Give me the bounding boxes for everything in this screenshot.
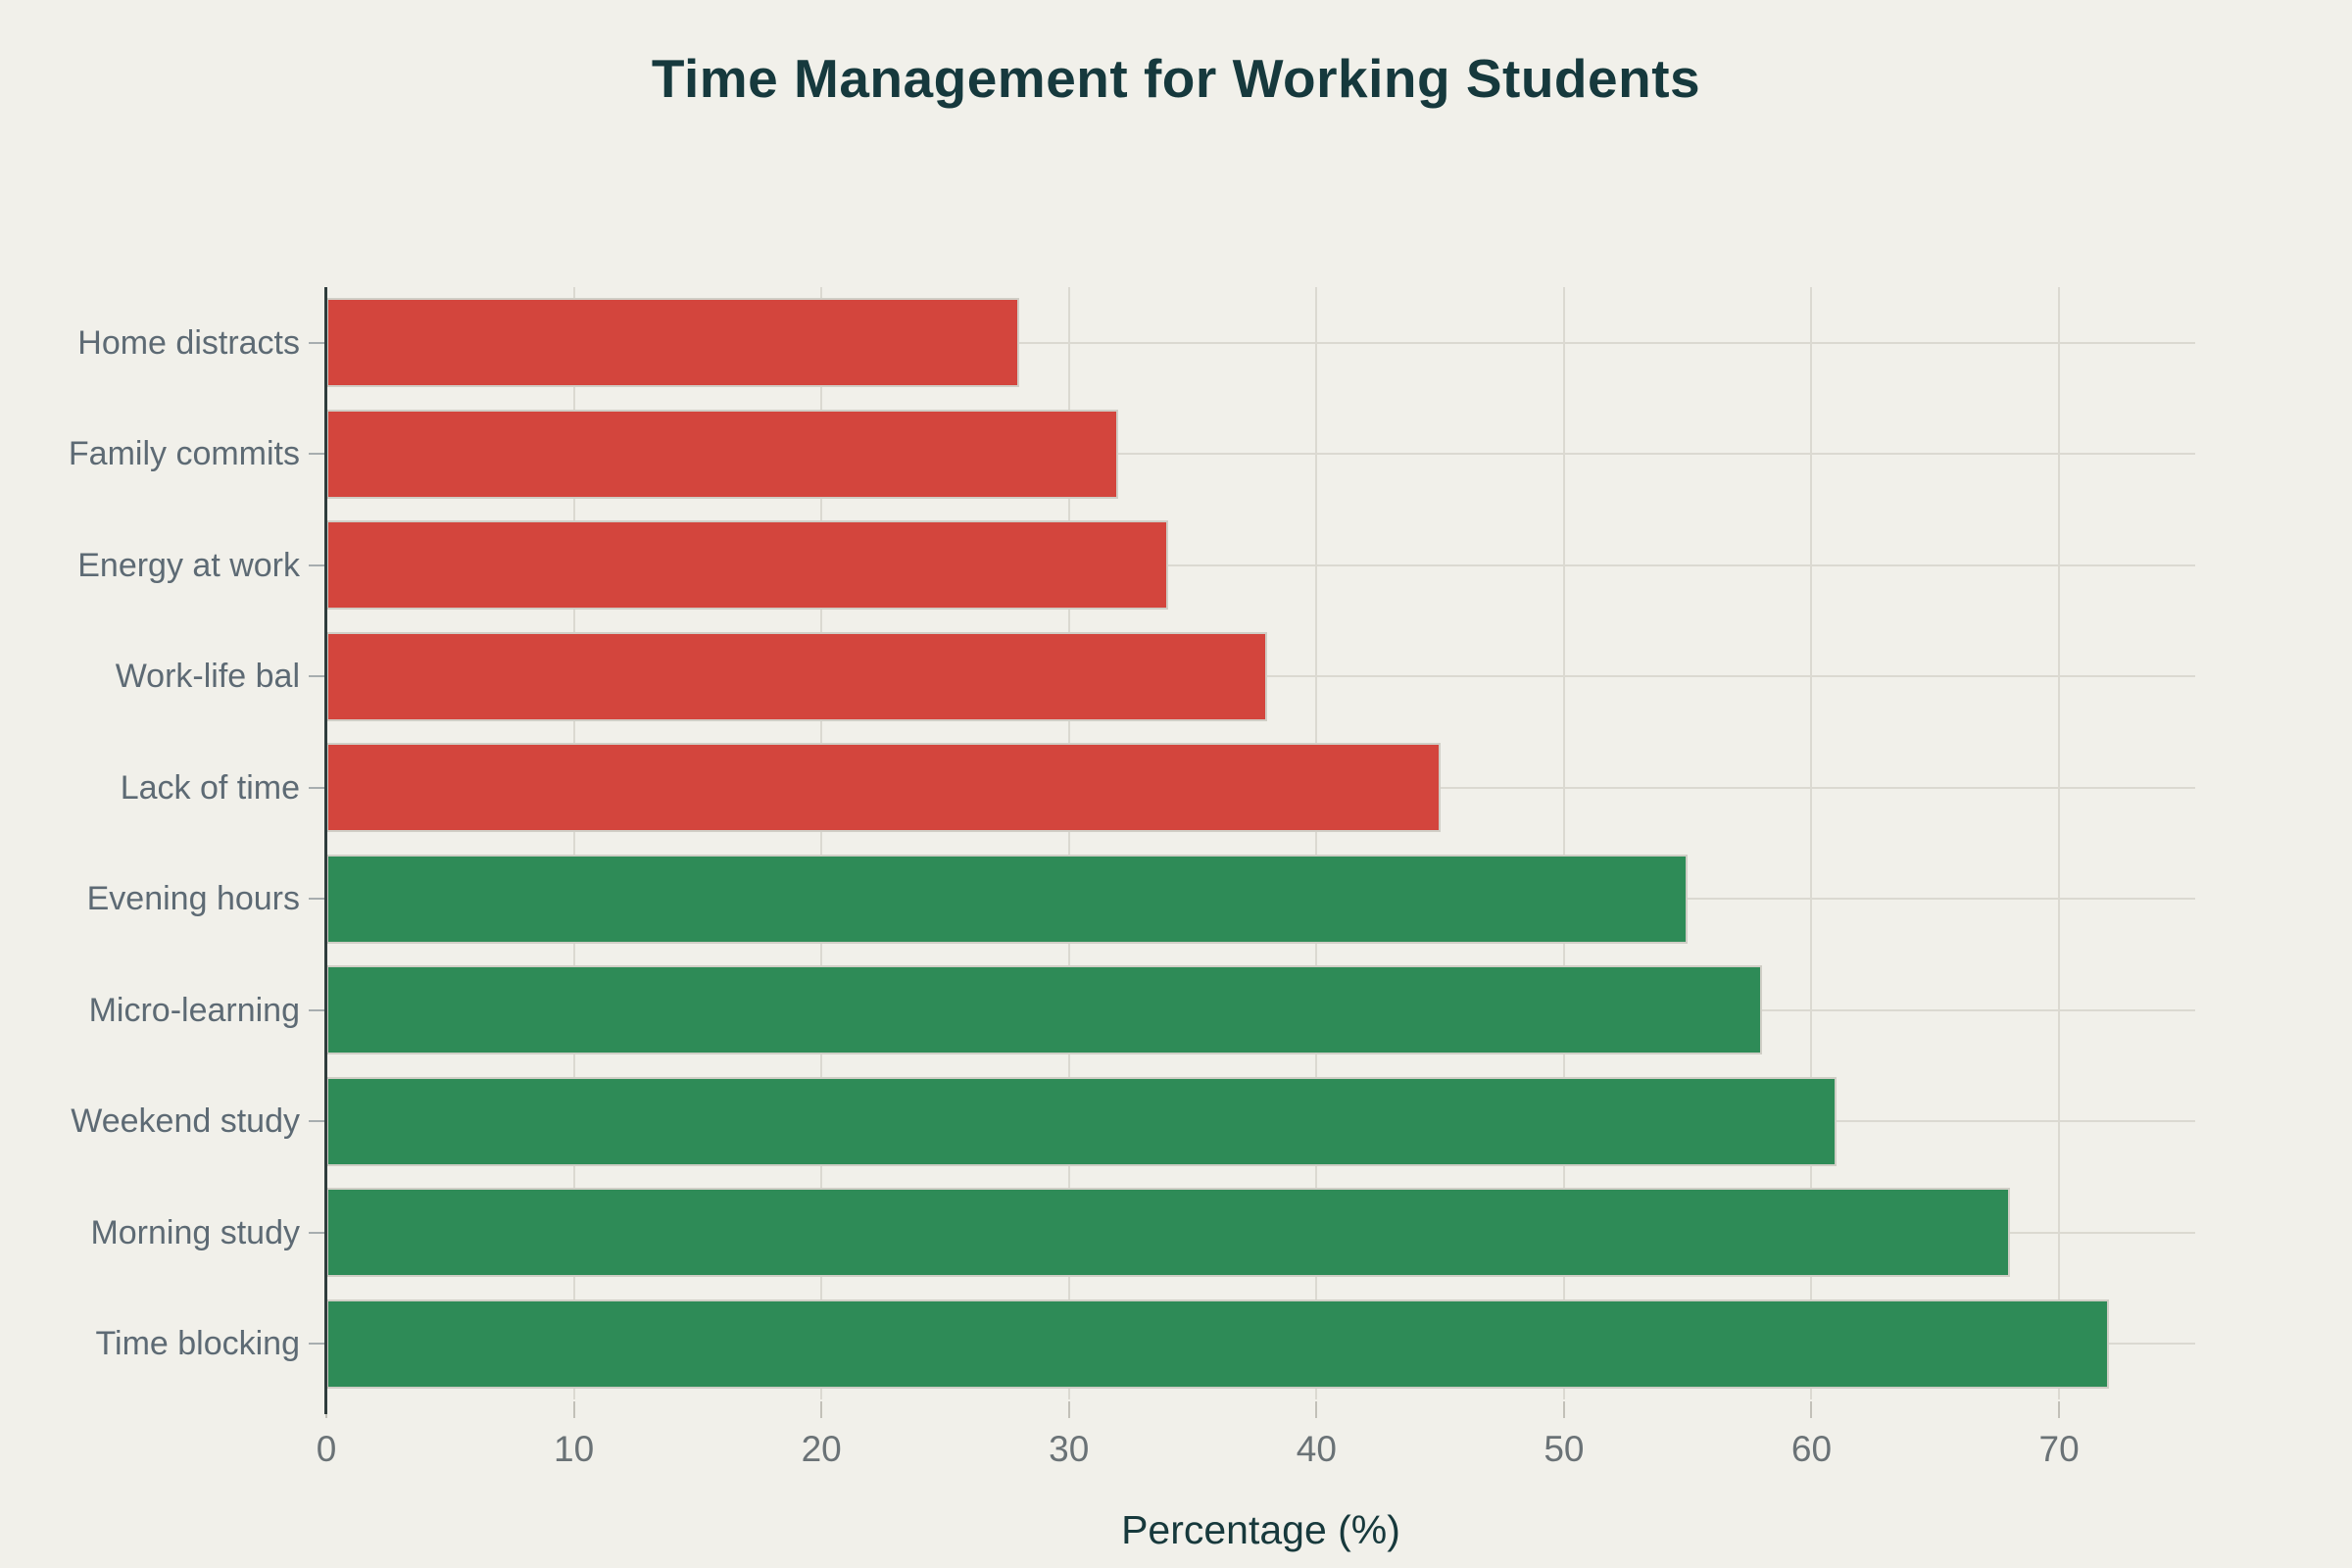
y-tick-label-morning-study: Morning study [90,1213,300,1251]
y-tick-label-energy-at-work: Energy at work [77,546,300,584]
bar-energy-at-work [326,520,1168,611]
x-tick-label: 40 [1296,1429,1337,1469]
bar-family-commits [326,409,1119,499]
y-tick-mark [309,453,325,456]
x-tick-label: 0 [316,1429,337,1469]
y-tick-mark [309,898,325,901]
y-axis-line [324,287,327,1414]
bar-evening-hours [326,854,1689,944]
y-tick-mark [309,1120,325,1123]
y-tick-label-lack-of-time: Lack of time [120,768,300,807]
x-tick-label: 60 [1790,1429,1833,1469]
y-tick-mark [309,1343,325,1346]
bar-work-life-bal [326,631,1267,721]
y-tick-label-work-life-bal: Work-life bal [115,658,300,696]
x-axis-label: Percentage (%) [1121,1507,1400,1552]
y-tick-mark [309,675,325,678]
y-gridline [326,341,2195,344]
x-tick-mark [1067,1401,1070,1418]
y-tick-mark [309,341,325,344]
x-tick-label: 70 [2038,1429,2080,1469]
x-tick-mark [1315,1401,1318,1418]
x-gridline [820,287,823,1399]
bar-home-distracts [326,298,1020,388]
y-tick-label-micro-learning: Micro-learning [88,991,300,1029]
y-tick-label-weekend-study: Weekend study [71,1102,300,1141]
y-tick-mark [309,564,325,566]
x-tick-mark [572,1401,575,1418]
chart-title: Time Management for Working Students [651,48,1701,109]
x-tick-mark [1562,1401,1565,1418]
y-gridline [326,564,2195,566]
y-tick-label-family-commits: Family commits [68,435,300,473]
y-tick-label-home-distracts: Home distracts [77,323,300,362]
x-tick-label: 10 [554,1429,595,1469]
y-tick-label-evening-hours: Evening hours [86,880,300,918]
x-gridline [1315,287,1318,1399]
x-gridline [1562,287,1565,1399]
x-tick-label: 20 [801,1429,842,1469]
y-tick-mark [309,1231,325,1234]
x-gridline [572,287,575,1399]
y-tick-label-time-blocking: Time blocking [95,1325,300,1363]
x-tick-label: 50 [1544,1429,1585,1469]
x-gridline [2058,287,2061,1399]
x-tick-mark [820,1401,823,1418]
bar-micro-learning [326,965,1762,1055]
x-tick-mark [1810,1401,1813,1418]
y-tick-mark [309,786,325,789]
x-gridline [1810,287,1813,1399]
x-gridline [1067,287,1070,1399]
x-tick-label: 30 [1049,1429,1090,1469]
x-tick-mark [2058,1401,2061,1418]
bar-weekend-study [326,1076,1837,1166]
bar-morning-study [326,1188,2010,1278]
y-gridline [326,453,2195,456]
bar-lack-of-time [326,743,1441,833]
y-tick-mark [309,1008,325,1011]
bar-time-blocking [326,1298,2109,1389]
